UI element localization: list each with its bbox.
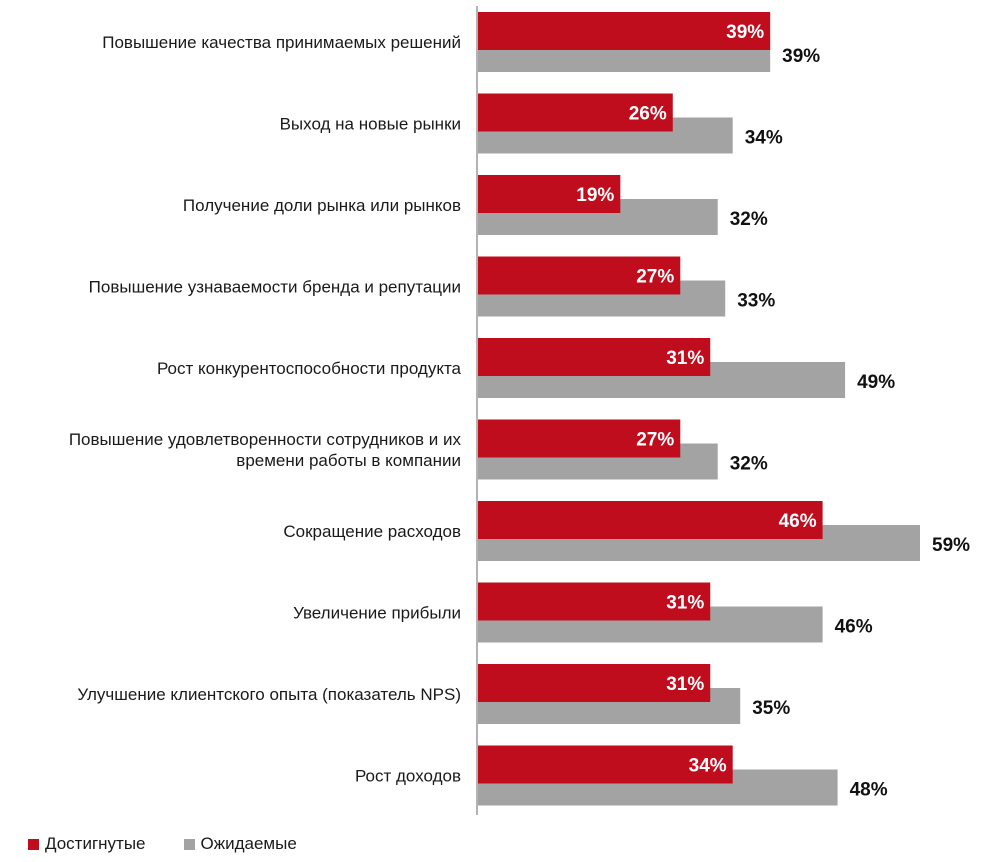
category-label: Выход на новые рынки (280, 115, 461, 134)
bar-achieved (478, 664, 711, 702)
data-label-expected: 39% (782, 46, 820, 67)
bar-achieved (478, 175, 621, 213)
data-label-expected: 33% (737, 291, 775, 312)
legend-swatch-expected (183, 838, 195, 850)
legend-label-expected: Ожидаемые (200, 834, 297, 853)
bar-achieved (478, 12, 771, 50)
data-label-achieved: 26% (629, 104, 667, 125)
bar-achieved (478, 582, 711, 621)
data-label-expected: 59% (932, 535, 970, 556)
bar-achieved (478, 93, 673, 132)
bar-achieved (478, 419, 681, 458)
category-label: Повышение удовлетворенности сотрудников … (69, 430, 462, 470)
category-label: Получение доли рынка или рынков (183, 196, 461, 215)
legend-item-achieved: Достигнутые (28, 834, 146, 854)
data-label-expected: 48% (850, 780, 888, 801)
bar-achieved (478, 256, 681, 295)
bar-achieved (478, 338, 711, 376)
data-label-achieved: 27% (636, 430, 674, 451)
data-label-expected: 34% (745, 128, 783, 149)
data-label-achieved: 46% (779, 511, 817, 532)
category-label: Рост конкурентоспособности продукта (157, 359, 462, 378)
category-label: Рост доходов (355, 767, 461, 786)
data-label-expected: 46% (835, 617, 873, 638)
data-label-achieved: 27% (636, 267, 674, 288)
category-label: Сокращение расходов (283, 522, 461, 541)
legend-label-achieved: Достигнутые (45, 834, 146, 853)
category-label: Повышение узнаваемости бренда и репутаци… (89, 278, 461, 297)
data-label-achieved: 19% (576, 185, 614, 206)
category-label: Улучшение клиентского опыта (показатель … (77, 685, 461, 704)
legend: Достигнутые Ожидаемые (28, 834, 297, 854)
legend-item-expected: Ожидаемые (183, 834, 297, 854)
category-label: Повышение качества принимаемых решений (102, 33, 461, 52)
data-label-achieved: 31% (666, 674, 704, 695)
data-label-achieved: 31% (666, 593, 704, 614)
legend-swatch-achieved (28, 838, 39, 850)
data-label-achieved: 31% (666, 348, 704, 369)
data-label-expected: 35% (752, 698, 790, 719)
bar-achieved (478, 745, 733, 784)
data-label-expected: 49% (857, 372, 895, 393)
data-label-achieved: 34% (689, 756, 727, 777)
data-label-achieved: 39% (726, 22, 764, 43)
data-label-expected: 32% (730, 209, 768, 230)
data-label-expected: 32% (730, 454, 768, 475)
category-label: Увеличение прибыли (293, 604, 461, 623)
bar-achieved (478, 501, 823, 539)
